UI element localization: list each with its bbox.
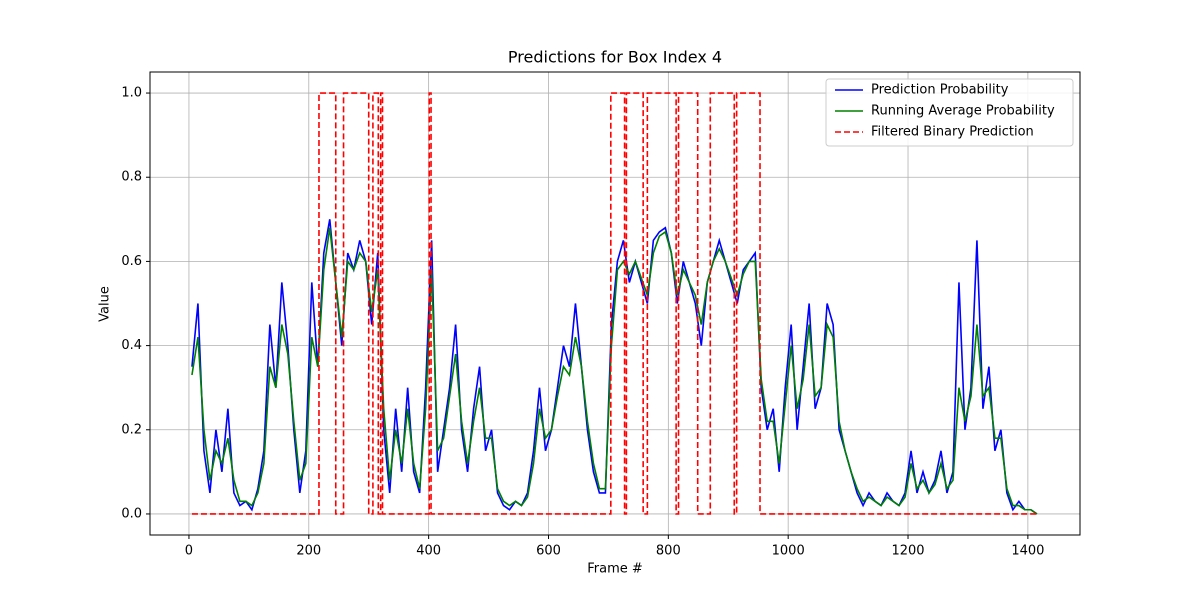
x-tick-label: 1000 [772,544,805,559]
x-tick-label: 1400 [1011,544,1044,559]
y-axis-label: Value [98,286,113,322]
y-tick-label: 0.8 [121,170,142,185]
legend-label: Filtered Binary Prediction [871,125,1034,140]
y-tick-label: 0.0 [121,506,142,521]
x-axis-label: Frame # [587,562,643,577]
chart-title: Predictions for Box Index 4 [508,48,722,67]
y-tick-label: 0.2 [121,422,142,437]
y-tick-label: 0.6 [121,254,142,269]
series-line [191,227,1038,515]
legend-label: Running Average Probability [871,104,1055,119]
plot-frame [149,71,1081,536]
y-tick-label: 1.0 [121,86,142,101]
y-tick-label: 0.4 [121,338,142,353]
legend-box [825,78,1074,147]
x-tick-label: 800 [656,544,681,559]
x-tick-label: 400 [416,544,441,559]
series-line [191,92,1037,515]
legend-label: Prediction Probability [871,83,1009,98]
x-tick-label: 600 [536,544,561,559]
x-tick-label: 1200 [891,544,924,559]
x-tick-label: 200 [296,544,321,559]
x-tick-label: 0 [185,544,193,559]
